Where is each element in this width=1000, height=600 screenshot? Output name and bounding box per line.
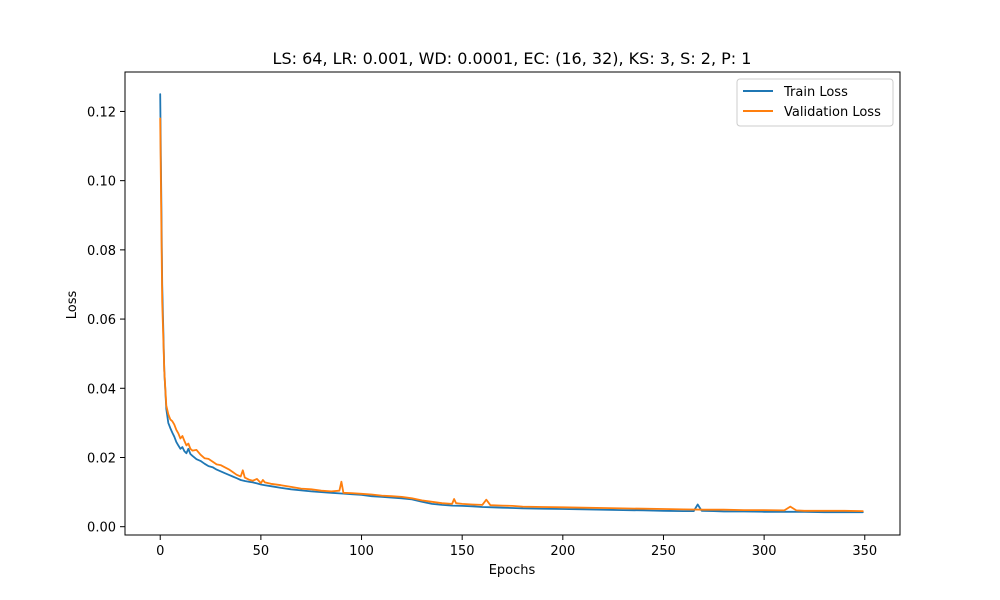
legend-label-train-loss: Train Loss (783, 85, 848, 100)
legend: Train Loss Validation Loss (736, 78, 894, 127)
y-tick-label: 0.10 (87, 175, 116, 190)
x-tick-label: 50 (253, 544, 270, 559)
axes-frame (124, 71, 901, 536)
legend-label-validation-loss: Validation Loss (784, 105, 881, 120)
y-axis-label: Loss (65, 291, 80, 320)
y-tick-label: 0.08 (87, 244, 116, 259)
x-tick-label: 100 (349, 544, 374, 559)
y-axis-ticks: 0.00 0.02 0.04 0.06 0.08 0.10 0.12 (87, 105, 125, 536)
x-tick-label: 150 (450, 544, 475, 559)
x-axis-label: Epochs (489, 563, 536, 578)
y-tick-label: 0.02 (87, 451, 116, 466)
x-tick-label: 0 (156, 544, 164, 559)
series-layer (159, 93, 864, 514)
y-tick-label: 0.12 (87, 105, 116, 120)
y-tick-label: 0.06 (87, 313, 116, 328)
plot-area (124, 71, 901, 536)
y-tick-label: 0.04 (87, 382, 116, 397)
series-line-validation-loss (159, 117, 864, 513)
x-tick-label: 300 (752, 544, 777, 559)
x-tick-label: 350 (852, 544, 877, 559)
x-axis-ticks: 0 50 100 150 200 250 300 350 (156, 535, 877, 559)
x-tick-label: 250 (651, 544, 676, 559)
y-tick-label: 0.00 (87, 521, 116, 536)
series-line-train-loss (159, 93, 864, 514)
chart-title: LS: 64, LR: 0.001, WD: 0.0001, EC: (16, … (273, 49, 752, 68)
legend-frame (736, 78, 894, 127)
x-tick-label: 200 (550, 544, 575, 559)
